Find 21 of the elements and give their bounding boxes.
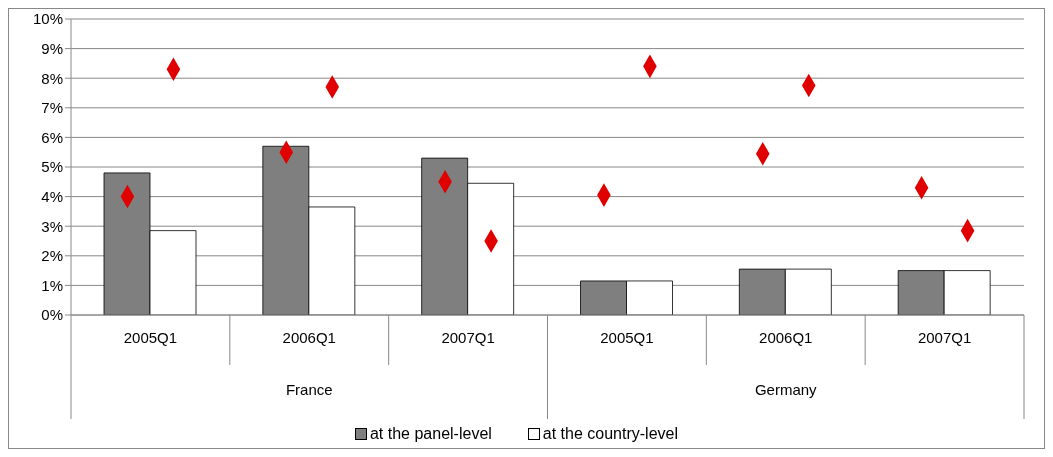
legend-label: at the panel-level [369, 425, 492, 443]
text: Germany [754, 381, 818, 398]
y-tick-label: 8% [41, 69, 63, 87]
text: France [285, 381, 333, 398]
y-tick-label: 1% [41, 276, 63, 294]
x-tick-label: 2007Q1 [441, 329, 495, 346]
y-tick-label: 6% [41, 128, 63, 146]
x-tick-label: 2007Q1 [917, 329, 972, 346]
y-tick-label: 0% [41, 306, 63, 324]
y-tick-label: 4% [41, 187, 63, 205]
legend-label: at the country-level [542, 425, 679, 443]
y-tick-label: 3% [41, 217, 63, 235]
x-tick-label: 2006Q1 [282, 329, 336, 346]
y-tick-label: 5% [41, 158, 63, 176]
y-tick-label: 7% [41, 99, 63, 117]
y-tick-label: 9% [41, 39, 63, 57]
x-tick-label: 2005Q1 [600, 329, 654, 346]
x-tick-label: 2005Q1 [123, 329, 178, 346]
y-tick-label: 10% [32, 10, 63, 28]
y-tick-label: 2% [41, 247, 63, 265]
x-tick-label: 2006Q1 [759, 329, 813, 346]
